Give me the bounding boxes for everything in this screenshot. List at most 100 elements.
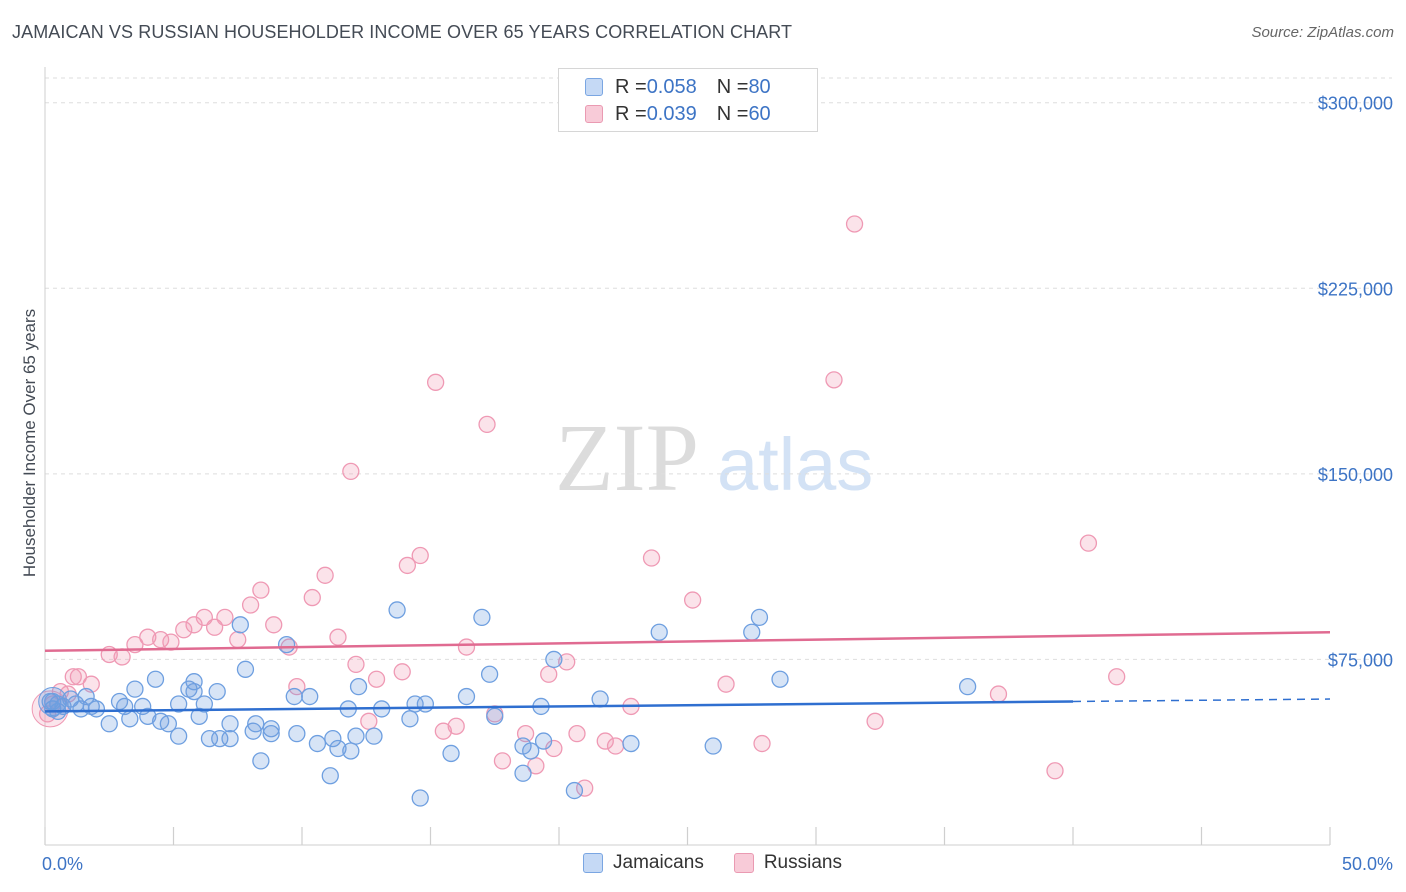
jamaicans-trend-line <box>44 700 1074 713</box>
jamaicans-point <box>650 623 668 641</box>
jamaicans-point <box>388 601 406 619</box>
x-tick-label: 50.0% <box>1342 854 1393 874</box>
jamaicans-point <box>750 608 769 627</box>
n-label: N = <box>716 102 749 125</box>
y-tick-label: $225,000 <box>1318 279 1393 299</box>
russians-point <box>316 566 334 584</box>
russians-point <box>64 668 82 686</box>
r-label: R = <box>615 102 647 125</box>
jamaicans-point <box>321 767 339 785</box>
n-value: 60 <box>748 102 771 125</box>
russians-point <box>216 608 234 627</box>
russians-point <box>866 712 884 730</box>
jamaicans-point <box>185 673 203 691</box>
russians-point <box>540 665 558 683</box>
jamaicans-point <box>169 695 188 713</box>
russians-trend-line <box>44 630 1331 653</box>
jamaicans-point <box>473 608 491 627</box>
jamaicans-point <box>126 680 144 698</box>
jamaicans-point <box>87 700 106 718</box>
jamaicans-point <box>247 715 265 733</box>
russians-point <box>478 415 496 434</box>
russians-point <box>683 591 702 609</box>
russians-point <box>69 668 88 686</box>
watermark-atlas: atlas <box>717 423 873 506</box>
russians-point <box>241 596 260 614</box>
russians-point <box>1046 762 1064 780</box>
jamaicans-point <box>236 660 255 678</box>
jamaicans-point <box>365 727 383 745</box>
series-legend: Jamaicans Russians <box>583 852 872 874</box>
russians-point <box>360 712 378 730</box>
jamaicans-point <box>159 715 178 733</box>
russians-point <box>642 549 661 567</box>
jamaicans-point <box>262 720 280 738</box>
jamaicans-point <box>771 670 789 688</box>
russians-point <box>329 628 347 646</box>
jamaicans-point <box>252 752 270 770</box>
jamaicans-point <box>185 682 203 701</box>
jamaicans-swatch <box>583 853 603 873</box>
jamaicans-point <box>565 781 584 800</box>
r-value: 0.039 <box>646 102 697 125</box>
russians-point <box>175 621 193 639</box>
jamaicans-point <box>262 725 280 743</box>
correlation-legend: R = 0.058 N = 80 R = 0.039 N = 60 <box>558 68 818 132</box>
jamaicans-point <box>480 665 499 683</box>
jamaicans-point <box>277 635 296 654</box>
russians-point <box>252 581 270 599</box>
russians-point <box>447 717 465 735</box>
r-value: 0.058 <box>646 75 697 98</box>
russians-point <box>606 737 625 755</box>
russians-point <box>229 630 247 649</box>
russians-point <box>113 648 131 666</box>
jamaicans-point <box>301 687 319 706</box>
y-tick-label: $150,000 <box>1318 465 1393 485</box>
russians-point <box>288 678 306 696</box>
russians-point <box>493 752 512 770</box>
russians-point <box>347 655 365 674</box>
r-label: R = <box>615 75 647 98</box>
x-tick-label: 0.0% <box>42 854 83 874</box>
jamaicans-point <box>457 687 476 706</box>
russians-point <box>367 670 386 688</box>
russians-point <box>989 685 1008 703</box>
legend-item-jamaicans: Jamaicans <box>583 852 704 874</box>
russians-point <box>303 588 321 607</box>
russians-swatch <box>733 853 754 873</box>
russians-swatch <box>585 105 603 123</box>
jamaicans-trend-extension <box>1072 698 1331 703</box>
jamaicans-point <box>221 715 239 733</box>
russians-point <box>265 616 283 634</box>
jamaicans-point <box>146 670 165 688</box>
russians-point <box>393 663 411 681</box>
jamaicans-point <box>329 739 347 758</box>
watermark-zip: ZIP <box>555 404 699 511</box>
russians-point <box>151 630 170 649</box>
russians-point <box>576 779 594 797</box>
jamaicans-point <box>743 623 761 641</box>
russians-point <box>139 628 157 646</box>
n-value: 80 <box>748 75 771 98</box>
chart-title: JAMAICAN VS RUSSIAN HOUSEHOLDER INCOME O… <box>12 22 793 42</box>
jamaicans-point <box>514 764 532 782</box>
legend-label: Jamaicans <box>613 852 704 873</box>
russians-point <box>1079 534 1098 552</box>
jamaicans-point <box>38 686 68 716</box>
jamaicans-point <box>169 727 188 745</box>
russians-point <box>596 732 614 750</box>
jamaicans-point <box>442 744 460 763</box>
jamaicans-point <box>342 742 360 760</box>
jamaicans-point <box>347 727 365 745</box>
russians-point <box>568 725 586 743</box>
russians-point <box>342 462 360 481</box>
legend-row-russians: R = 0.039 N = 60 <box>585 102 771 126</box>
jamaicans-point <box>401 710 419 728</box>
jamaicans-point <box>208 682 226 701</box>
russians-point <box>457 638 476 656</box>
russians-point <box>426 373 445 391</box>
legend-label: Russians <box>763 852 842 873</box>
jamaicans-point <box>591 690 609 708</box>
russians-point <box>398 556 417 575</box>
